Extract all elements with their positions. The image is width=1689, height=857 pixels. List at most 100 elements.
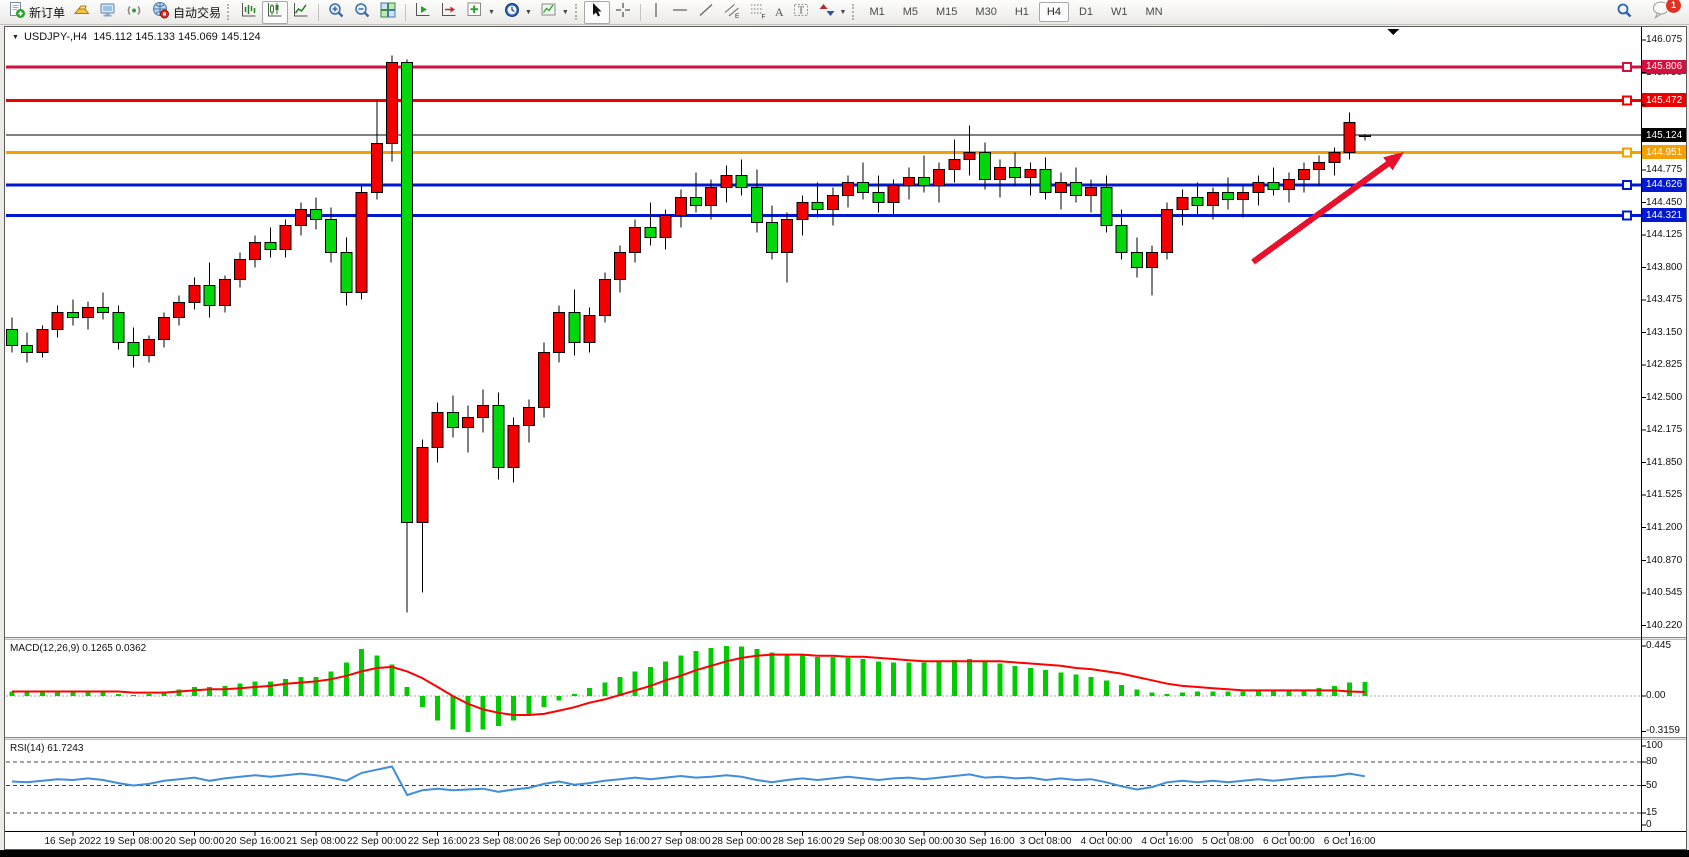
signals-button[interactable] — [121, 1, 147, 24]
new-order-label: 新订单 — [29, 5, 66, 20]
toolbar-grip[interactable] — [227, 4, 232, 20]
chat-icon — [1651, 0, 1671, 24]
timeframe-D1[interactable]: D1 — [1078, 6, 1094, 18]
equidistant-channel-icon: E — [723, 1, 741, 24]
tile-windows-button[interactable] — [375, 1, 401, 24]
arrows-tool-button[interactable]: ▼ — [814, 1, 851, 24]
candlestick-chart-icon — [266, 1, 284, 24]
text-tool-icon: A — [774, 4, 784, 19]
gold-icon — [73, 1, 91, 24]
time-tick-label: 30 Sep 16:00 — [955, 836, 1015, 847]
chart-title[interactable]: ▼ USDJPY-,H4 145.112 145.133 145.069 145.… — [12, 31, 261, 43]
auto-scroll-button[interactable] — [410, 1, 436, 24]
notifications-button[interactable]: 1 — [1647, 0, 1682, 24]
svg-text:F: F — [761, 13, 765, 19]
timeframe-H1[interactable]: H1 — [1014, 6, 1029, 18]
timeframe-H4[interactable]: H4 — [1038, 2, 1069, 22]
time-tick-label: 3 Oct 08:00 — [1019, 836, 1072, 847]
add-indicator-icon — [466, 1, 484, 24]
search-icon — [1615, 1, 1633, 24]
time-tick-label: 23 Sep 08:00 — [468, 836, 529, 847]
axis-tick: 15 — [1646, 807, 1658, 819]
time-tick-label: 5 Oct 08:00 — [1202, 836, 1254, 847]
chevron-down-icon: ▼ — [561, 8, 569, 16]
vertical-line-tool-button[interactable] — [645, 1, 667, 24]
rsi-pane-separator[interactable] — [5, 737, 1686, 740]
auto-trading-button[interactable]: 自动交易 — [147, 1, 225, 24]
cursor-tool-button[interactable] — [583, 0, 610, 24]
price-badge: 145.124 — [1642, 128, 1687, 143]
axis-tick: 0 — [1646, 819, 1652, 830]
chart-window[interactable] — [4, 26, 1687, 850]
time-tick-label: 30 Sep 00:00 — [894, 836, 954, 847]
timeframe-group: M1 M5 M15 M30 H1 H4 D1 W1 MN — [861, 2, 1170, 22]
axis-tick: 0.00 — [1646, 690, 1666, 701]
time-tick-label: 29 Sep 08:00 — [833, 836, 893, 847]
chart-shift-button[interactable] — [436, 1, 462, 24]
periods-button[interactable]: ▼ — [499, 1, 536, 24]
bar-chart-button[interactable] — [236, 1, 262, 24]
market-depth-button[interactable] — [69, 1, 95, 24]
horizontal-line-tool-button[interactable] — [667, 1, 693, 24]
fibonacci-tool-button[interactable]: F — [745, 1, 771, 24]
chart-shift-icon — [440, 1, 458, 24]
time-tick-label: 4 Oct 00:00 — [1080, 836, 1133, 847]
axis-tick: 100 — [1646, 740, 1663, 751]
time-tick-label: 27 Sep 08:00 — [651, 836, 711, 847]
price-badge: 145.806 — [1642, 59, 1687, 74]
notification-badge: 1 — [1665, 0, 1682, 14]
time-tick-label: 22 Sep 16:00 — [407, 836, 468, 847]
tile-windows-icon — [379, 1, 397, 24]
templates-button[interactable]: ▼ — [536, 1, 573, 24]
timeframe-M30[interactable]: M30 — [975, 6, 997, 18]
timeframe-M15[interactable]: M15 — [936, 6, 958, 18]
crosshair-icon — [614, 1, 632, 24]
price-tick: 142.825 — [1646, 359, 1683, 370]
line-chart-icon — [292, 1, 310, 24]
time-tick-label: 28 Sep 00:00 — [711, 836, 772, 847]
channel-tool-button[interactable]: E — [719, 1, 745, 24]
text-tool-button[interactable]: A — [771, 1, 788, 24]
bottom-bar — [0, 850, 1689, 857]
timeframe-W1[interactable]: W1 — [1111, 6, 1128, 18]
timeframe-M1[interactable]: M1 — [869, 6, 885, 18]
toolbar-grip[interactable] — [574, 4, 580, 20]
arrows-icon — [818, 1, 836, 24]
time-tick-label: 20 Sep 00:00 — [164, 836, 225, 847]
terminal-button[interactable] — [95, 1, 121, 24]
indicators-button[interactable]: ▼ — [462, 1, 499, 24]
text-label-tool-button[interactable]: T — [788, 1, 814, 24]
time-tick-label: 19 Sep 08:00 — [103, 836, 164, 847]
toolbar-grip[interactable] — [852, 4, 857, 20]
macd-indicator-label: MACD(12,26,9) 0.1265 0.0362 — [10, 643, 147, 654]
price-tick: 144.125 — [1646, 229, 1683, 240]
price-tick: 144.450 — [1646, 196, 1683, 208]
timeframe-MN[interactable]: MN — [1145, 6, 1163, 18]
axis-tick: 50 — [1646, 779, 1658, 791]
candlestick-chart-button[interactable] — [262, 0, 289, 24]
symbol-dropdown-icon[interactable]: ▼ — [12, 33, 19, 41]
chevron-down-icon: ▼ — [488, 8, 495, 16]
bar-chart-icon — [240, 1, 258, 24]
time-tick-label: 16 Sep 2022 — [44, 836, 102, 847]
time-tick-label: 28 Sep 16:00 — [772, 836, 833, 847]
horizontal-line-icon — [671, 1, 689, 24]
clock-icon — [503, 1, 521, 24]
zoom-out-button[interactable] — [349, 1, 375, 24]
price-tick: 140.220 — [1646, 619, 1683, 631]
axis-tick: 80 — [1646, 755, 1658, 767]
price-tick: 143.800 — [1646, 261, 1683, 273]
price-tick: 142.175 — [1646, 424, 1683, 435]
macd-pane-separator[interactable] — [5, 637, 1686, 640]
template-icon — [540, 1, 558, 24]
new-order-button[interactable]: 新订单 — [4, 1, 69, 24]
crosshair-tool-button[interactable] — [610, 1, 636, 24]
zoom-in-button[interactable] — [323, 1, 349, 24]
trendline-tool-button[interactable] — [693, 1, 719, 24]
line-chart-button[interactable] — [288, 1, 314, 24]
price-axis-border — [1641, 27, 1642, 831]
timeframe-M5[interactable]: M5 — [902, 6, 919, 18]
search-button[interactable] — [1611, 1, 1637, 24]
axis-tick: 0.445 — [1646, 640, 1672, 652]
